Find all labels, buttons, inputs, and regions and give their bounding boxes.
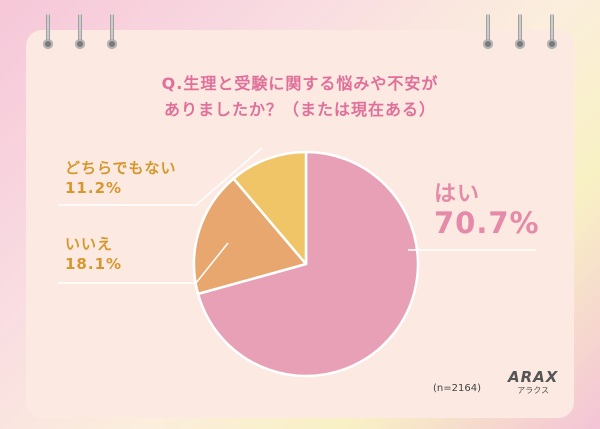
logo-subtext: アラクス [517,386,550,395]
pie-slice-neither [232,150,308,266]
chart-title-line1: Q.生理と受験に関する悩みや不安が [161,74,439,93]
arax-logo: ARAX アラクス [508,368,558,396]
chart-title-line2: ありましたか？（または現在ある） [163,100,436,119]
leader-line-no [58,242,229,284]
label-neither: どちらでもない [65,159,177,177]
leader-line-neither [58,147,263,206]
binder-ring-icon [43,14,53,50]
logo-text: ARAX [508,368,559,386]
value-neither: 11.2% [65,179,123,197]
sample-size: (n=2164) [433,383,481,394]
label-no: いいえ [65,235,114,253]
pie-slice-no [192,177,308,296]
binder-ring-icon [75,14,85,50]
value-no: 18.1% [65,255,123,273]
binder-ring-icon [515,14,525,50]
value-yes: 70.7% [434,206,540,240]
binder-ring-icon [107,14,117,50]
binder-ring-icon [483,14,493,50]
pie-slice-yes [196,150,420,378]
binder-ring-icon [547,14,557,50]
label-yes: はい [434,182,481,207]
